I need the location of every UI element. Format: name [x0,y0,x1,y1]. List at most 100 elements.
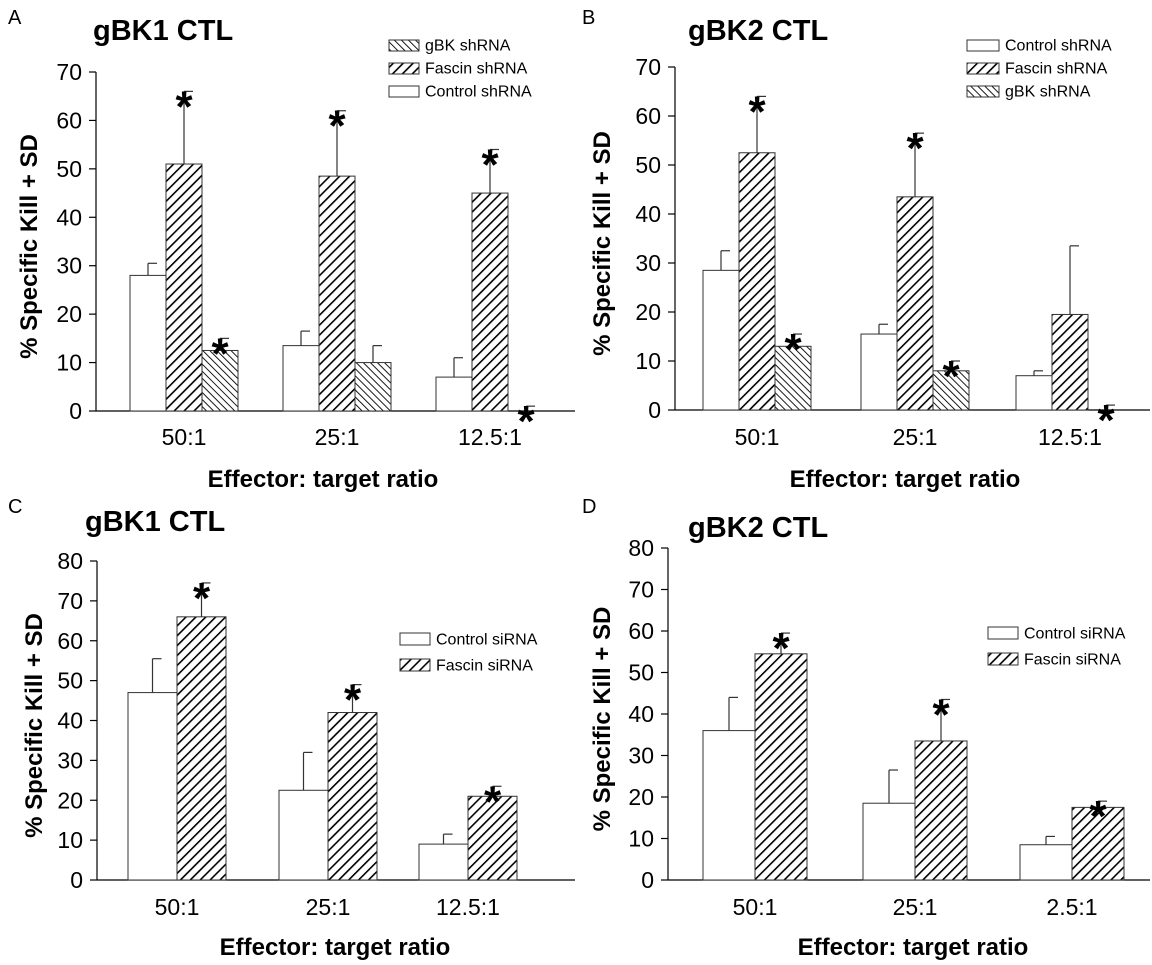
legend-label: Fascin siRNA [1024,652,1121,669]
x-category-label: 50:1 [162,424,207,450]
chart-title: gBK1 CTL [93,15,233,47]
bar [914,740,968,881]
y-tick-label: 10 [56,350,82,376]
y-tick-label: 40 [56,204,82,230]
y-tick-label: 60 [635,103,661,129]
x-category-label: 25:1 [315,424,360,450]
bar [862,802,916,881]
y-tick-label: 70 [56,59,82,85]
chart-title: gBK1 CTL [85,506,225,538]
y-tick-label: 10 [57,827,83,853]
bar [165,163,203,412]
y-tick-label: 30 [56,253,82,279]
y-tick-label: 70 [635,54,661,80]
y-tick-label: 50 [635,152,661,178]
legend-swatch [399,658,431,672]
significance-star: * [211,329,229,378]
bar [738,152,776,411]
y-tick-label: 0 [70,867,83,893]
bar [467,795,518,881]
y-tick-label: 60 [628,618,654,644]
bar [282,345,320,412]
significance-star: * [1089,792,1107,841]
x-category-label: 12.5:1 [1038,424,1102,450]
significance-star: * [175,82,193,131]
bar [932,370,970,411]
y-tick-label: 30 [57,747,83,773]
x-category-label: 50:1 [733,894,778,920]
bar [1015,375,1053,411]
y-tick-label: 80 [628,535,654,561]
y-tick-label: 0 [641,867,654,893]
bar [702,269,740,411]
x-category-label: 50:1 [735,424,780,450]
x-category-label: 25:1 [893,424,938,450]
bar [1019,844,1073,881]
y-axis-label: % Specific Kill + SD [16,134,43,359]
bar [176,616,227,881]
y-tick-label: 40 [57,708,83,734]
y-tick-label: 20 [56,301,82,327]
chart-title: gBK2 CTL [688,512,828,544]
legend-swatch [987,652,1019,666]
y-tick-label: 60 [57,628,83,654]
y-axis-label: % Specific Kill + SD [589,131,616,356]
legend-label: Control siRNA [436,632,538,649]
x-axis-label: Effector: target ratio [208,466,439,493]
bar [471,192,509,412]
bar [201,349,239,412]
x-category-label: 50:1 [155,894,200,920]
y-tick-label: 80 [57,548,83,574]
significance-star: * [906,124,924,173]
y-tick-label: 0 [648,397,661,423]
y-tick-label: 20 [628,784,654,810]
legend-swatch [399,632,431,646]
significance-star: * [772,624,790,673]
bar [860,333,898,411]
x-category-label: 2.5:1 [1046,894,1097,920]
legend-label: gBK shRNA [425,38,511,55]
bar [435,376,473,412]
legend-swatch [388,85,420,98]
bar [1071,806,1125,881]
bar [754,653,808,881]
x-category-label: 12.5:1 [436,894,500,920]
x-axis-label: Effector: target ratio [220,934,451,960]
bar [127,692,178,881]
legend-label: Control siRNA [1024,626,1126,643]
y-tick-label: 10 [635,348,661,374]
y-tick-label: 60 [56,107,82,133]
panel-letter: B [582,7,595,29]
y-tick-label: 40 [628,701,654,727]
x-category-label: 25:1 [893,894,938,920]
bar [129,274,167,412]
y-tick-label: 10 [628,826,654,852]
bar [896,196,934,411]
bar [354,362,392,412]
significance-star: * [932,690,950,739]
legend-swatch [966,62,1000,75]
y-tick-label: 20 [57,787,83,813]
legend-label: Fascin shRNA [425,61,528,78]
legend-label: Control shRNA [1005,38,1112,55]
legend-swatch [987,626,1019,640]
x-category-label: 12.5:1 [458,424,522,450]
bar [1051,313,1089,411]
panel-letter: A [8,7,22,29]
x-axis-label: Effector: target ratio [798,934,1029,960]
chart-title: gBK2 CTL [688,15,828,47]
bar [418,843,469,881]
y-tick-label: 30 [628,743,654,769]
legend-swatch [966,85,1000,98]
y-tick-label: 30 [635,250,661,276]
bar [702,730,756,881]
x-axis-label: Effector: target ratio [790,466,1021,493]
bar [278,789,329,881]
significance-star: * [942,352,960,401]
bar [318,175,356,412]
